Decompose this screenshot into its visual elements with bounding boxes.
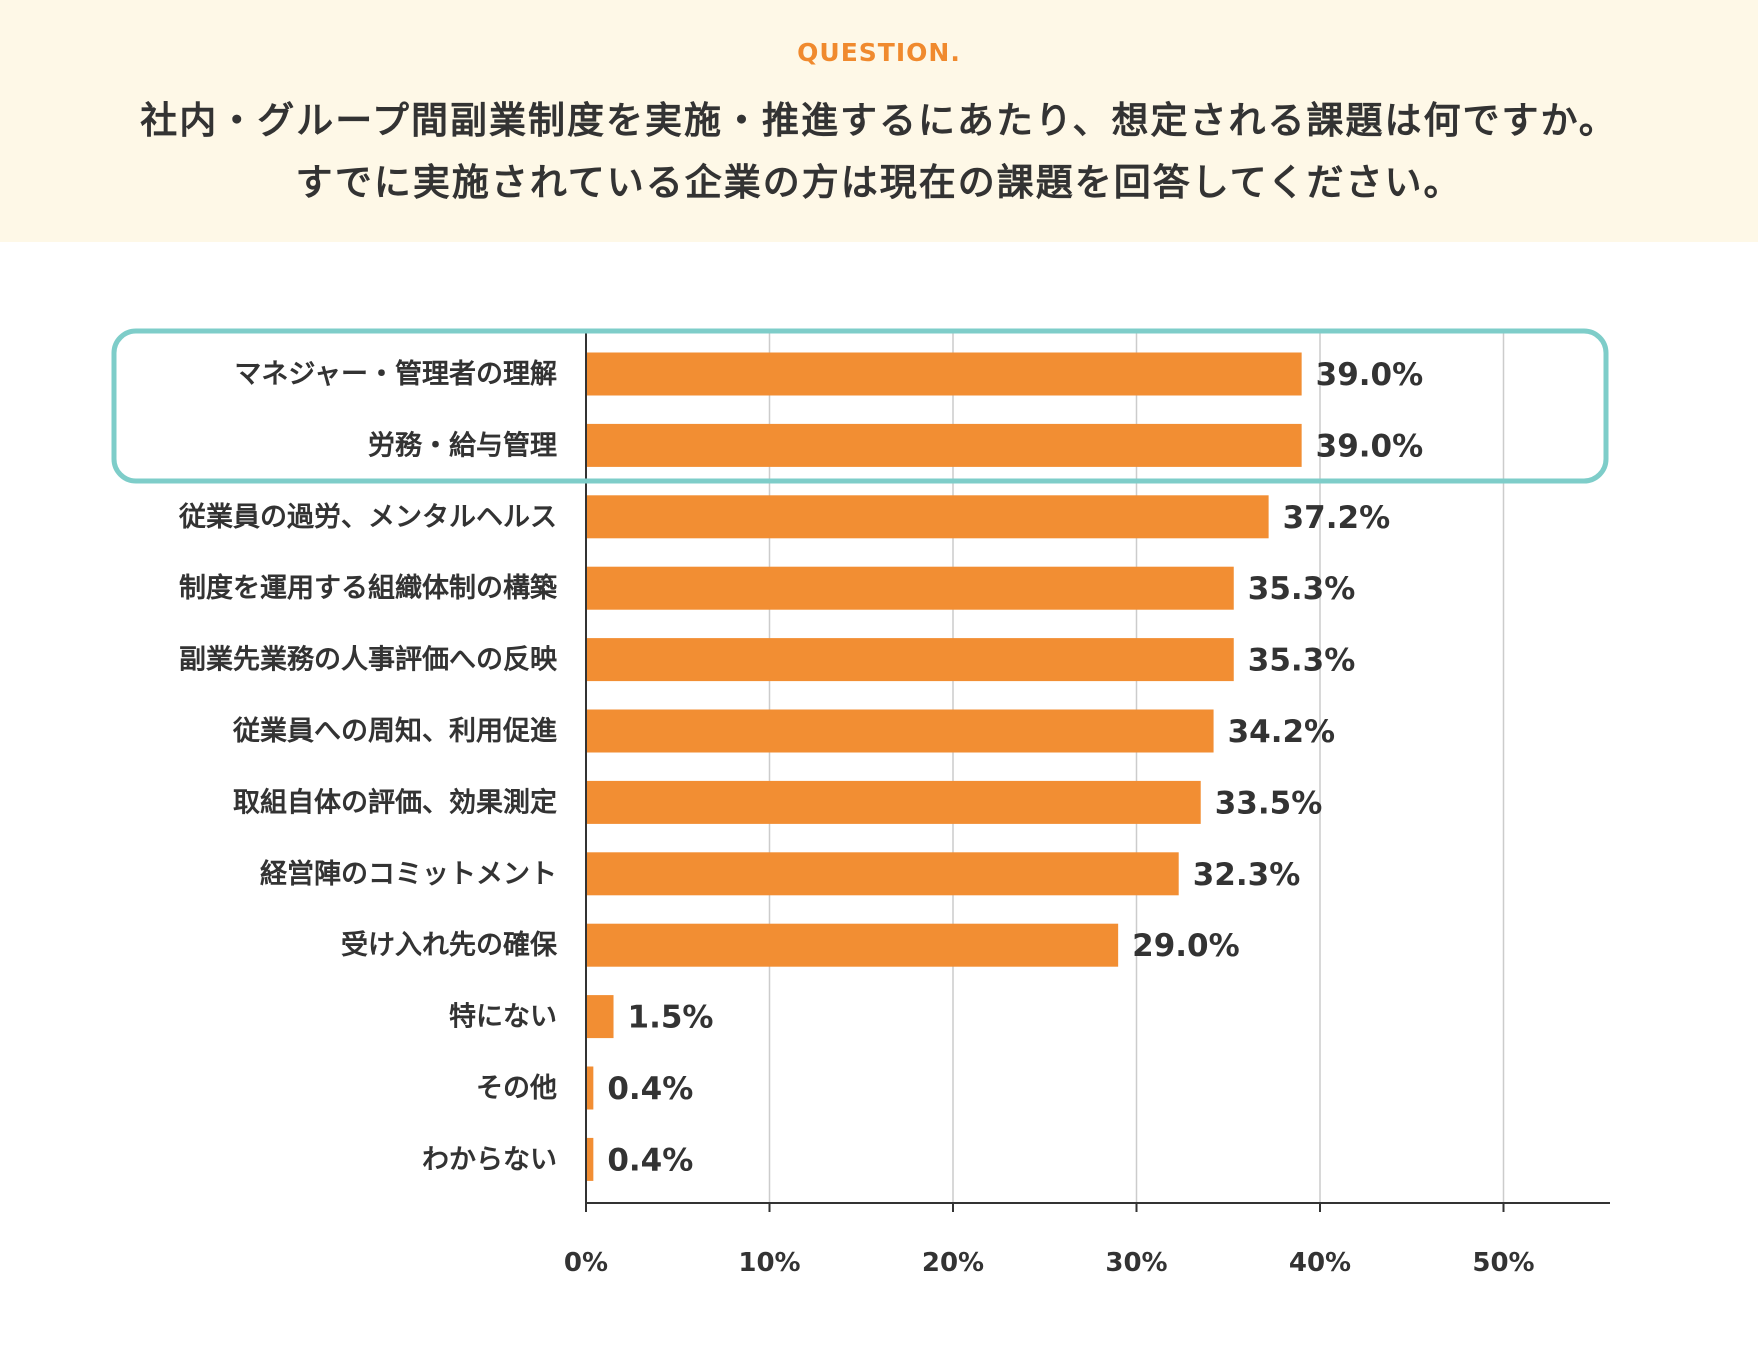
x-tick-label: 10% xyxy=(738,1248,800,1278)
bar xyxy=(586,495,1269,539)
value-label: 39.0% xyxy=(1316,428,1424,464)
bar xyxy=(586,566,1234,610)
axes xyxy=(585,333,1610,1212)
question-text-line-1: 社内・グループ間副業制度を実施・推進するにあたり、想定される課題は何ですか。 xyxy=(140,99,1618,142)
bar xyxy=(586,709,1214,753)
value-label: 37.2% xyxy=(1283,500,1391,536)
value-label: 39.0% xyxy=(1316,357,1424,393)
x-tick-label: 50% xyxy=(1472,1248,1534,1278)
value-label: 32.3% xyxy=(1193,857,1301,893)
category-label: 経営陣のコミットメント xyxy=(260,858,557,890)
x-tick-label: 30% xyxy=(1105,1248,1167,1278)
value-label: 35.3% xyxy=(1248,571,1356,607)
category-label: わからない xyxy=(422,1144,557,1175)
question-tag: QUESTION. xyxy=(797,38,961,67)
highlight-box-frame xyxy=(111,328,1609,484)
value-label: 29.0% xyxy=(1132,928,1240,964)
category-label: 制度を運用する組織体制の構築 xyxy=(179,572,558,604)
value-label: 34.2% xyxy=(1228,714,1336,750)
category-labels: マネジャー・管理者の理解労務・給与管理従業員の過労、メンタルヘルス制度を運用する… xyxy=(178,359,558,1175)
value-labels: 39.0% 39.0% 37.2% 35.3% 35.3% 34.2% 33.5% 32.3%… xyxy=(607,357,1423,1178)
bars xyxy=(586,352,1302,1181)
grid-lines xyxy=(768,333,1505,1203)
value-label: 1.5% xyxy=(628,1000,714,1036)
bar xyxy=(586,923,1119,967)
category-label: その他 xyxy=(476,1073,557,1104)
highlight-box xyxy=(111,328,1609,484)
question-header: QUESTION. 社内・グループ間副業制度を実施・推進するにあたり、想定される… xyxy=(0,0,1758,242)
bar xyxy=(586,852,1179,896)
value-label: 35.3% xyxy=(1248,643,1356,679)
bar xyxy=(586,1137,594,1181)
x-tick-label: 20% xyxy=(922,1248,984,1278)
category-label: 受け入れ先の確保 xyxy=(341,929,558,961)
x-tick-label: 40% xyxy=(1289,1248,1351,1278)
value-label: 0.4% xyxy=(607,1142,693,1178)
bar xyxy=(586,638,1234,682)
bar xyxy=(586,780,1201,824)
category-label: 特にない xyxy=(449,1002,557,1033)
bar xyxy=(586,995,614,1039)
category-label: マネジャー・管理者の理解 xyxy=(234,359,557,390)
bar xyxy=(586,352,1302,396)
question-text-line-2: すでに実施されている企業の方は現在の課題を回答してください。 xyxy=(295,161,1463,204)
category-label: 従業員への周知、利用促進 xyxy=(232,716,557,747)
value-label: 33.5% xyxy=(1215,785,1323,821)
bar xyxy=(586,1066,594,1110)
category-label: 従業員の過労、メンタルヘルス xyxy=(178,502,557,533)
category-label: 取組自体の評価、効果測定 xyxy=(233,786,557,818)
x-tick-label: 0% xyxy=(564,1248,608,1278)
value-label: 0.4% xyxy=(607,1071,693,1107)
category-label: 副業先業務の人事評価への反映 xyxy=(179,644,557,676)
x-tick-labels: 0% 10% 20% 30% 40% 50% xyxy=(564,1248,1535,1278)
bar xyxy=(586,423,1302,467)
category-label: 労務・給与管理 xyxy=(368,429,557,461)
